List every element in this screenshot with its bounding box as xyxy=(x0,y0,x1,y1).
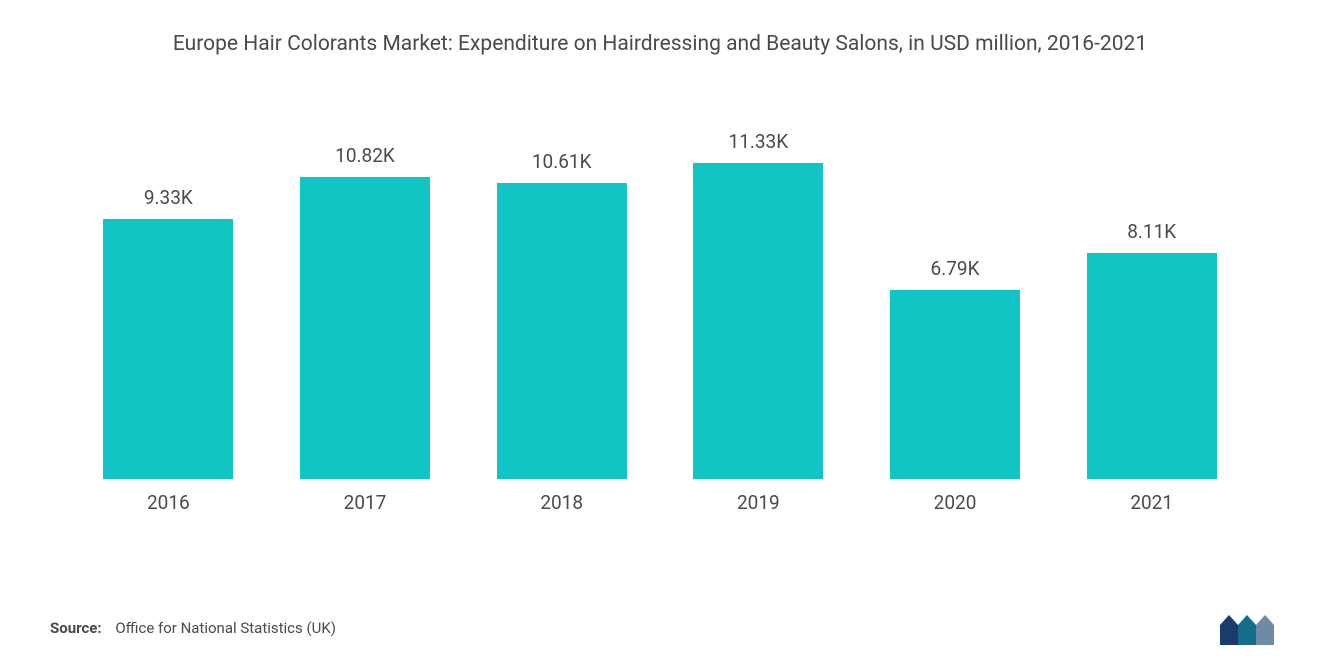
logo-bar-3 xyxy=(1256,615,1274,645)
logo-bar-2 xyxy=(1238,615,1256,645)
bar-value-label: 6.79K xyxy=(931,257,980,280)
x-tick-2019: 2019 xyxy=(660,491,857,514)
bar-2021 xyxy=(1087,253,1217,479)
source-line: Source: Office for National Statistics (… xyxy=(50,619,336,637)
x-axis: 2016 2017 2018 2019 2020 2021 xyxy=(50,491,1270,514)
bar-2018 xyxy=(497,183,627,479)
bar-value-label: 9.33K xyxy=(144,186,193,209)
x-tick-2020: 2020 xyxy=(857,491,1054,514)
bar-2019 xyxy=(693,163,823,479)
bar-group-2021: 8.11K xyxy=(1053,109,1250,479)
source-text: Office for National Statistics (UK) xyxy=(115,619,336,637)
bar-value-label: 10.82K xyxy=(335,144,395,167)
bar-group-2017: 10.82K xyxy=(267,109,464,479)
brand-logo xyxy=(1220,607,1275,645)
bar-group-2018: 10.61K xyxy=(463,109,660,479)
bar-group-2020: 6.79K xyxy=(857,109,1054,479)
bar-2020 xyxy=(890,290,1020,480)
bar-2016 xyxy=(103,219,233,479)
x-tick-2017: 2017 xyxy=(267,491,464,514)
plot-area: 9.33K 10.82K 10.61K 11.33K 6.79K 8.11K xyxy=(50,109,1270,479)
bar-value-label: 8.11K xyxy=(1127,220,1176,243)
bar-2017 xyxy=(300,177,430,479)
x-tick-2018: 2018 xyxy=(463,491,660,514)
chart-title: Europe Hair Colorants Market: Expenditur… xyxy=(135,30,1185,59)
x-tick-2021: 2021 xyxy=(1053,491,1250,514)
x-tick-2016: 2016 xyxy=(70,491,267,514)
source-label: Source: xyxy=(50,619,102,637)
bar-group-2019: 11.33K xyxy=(660,109,857,479)
bar-value-label: 11.33K xyxy=(729,130,789,153)
bar-value-label: 10.61K xyxy=(532,150,592,173)
chart-container: Europe Hair Colorants Market: Expenditur… xyxy=(0,0,1320,665)
bar-group-2016: 9.33K xyxy=(70,109,267,479)
logo-bar-1 xyxy=(1220,615,1238,645)
